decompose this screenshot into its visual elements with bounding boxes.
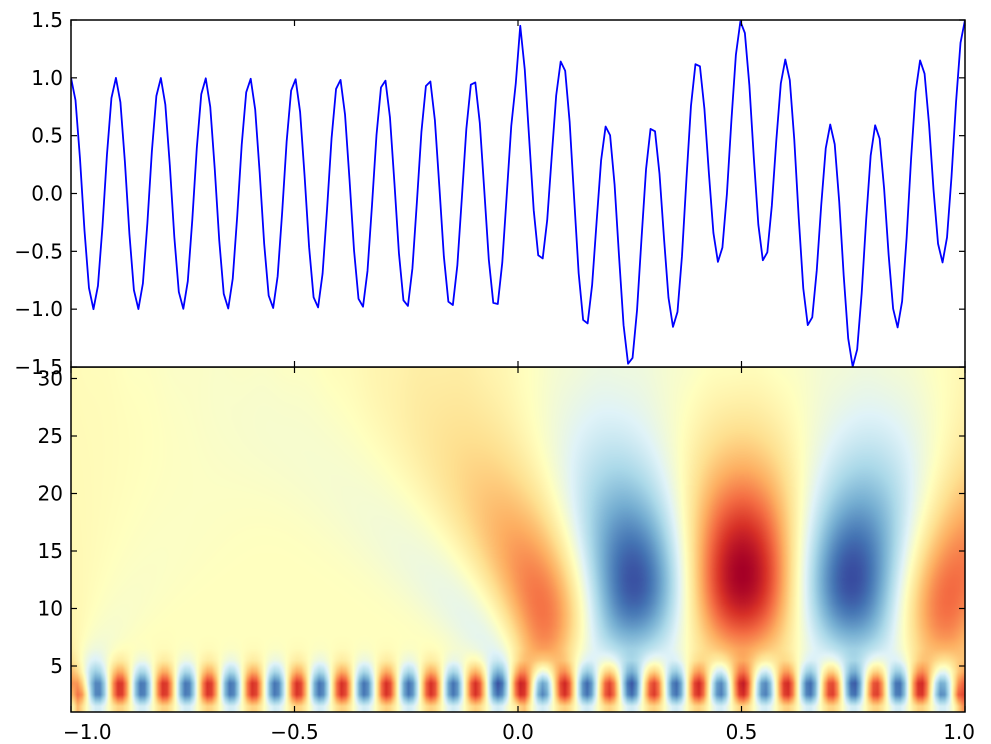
line-ytick-label: 1.5 <box>31 8 63 32</box>
line-ytick-label: −1.5 <box>14 355 63 379</box>
heatmap-xtick-label: 0.0 <box>502 720 534 744</box>
heatmap-xtick-label: 1.0 <box>943 720 975 744</box>
heatmap-ytick-label: 15 <box>38 539 63 563</box>
line-plot-background <box>71 20 965 367</box>
line-ytick-label: 0.0 <box>31 182 63 206</box>
heatmap-ytick-label: 25 <box>38 424 63 448</box>
heatmap-ticks: 30 25 20 15 10 5 −1.0 −0.5 0.0 0.5 1.0 <box>38 367 975 744</box>
heatmap-panel: 30 25 20 15 10 5 −1.0 −0.5 0.0 0.5 1.0 <box>38 366 975 744</box>
heatmap-ytick-label: 20 <box>38 482 63 506</box>
heatmap-xtick-label: −0.5 <box>270 720 319 744</box>
line-ytick-label: 1.0 <box>31 66 63 90</box>
line-panel: 1.5 1.0 0.5 0.0 −0.5 −1.0 −1.5 <box>14 8 966 379</box>
line-ytick-label: 0.5 <box>31 124 63 148</box>
heatmap-ytick-label: 5 <box>50 654 63 678</box>
line-ytick-label: −0.5 <box>14 239 63 263</box>
heatmap-xtick-label: 0.5 <box>726 720 758 744</box>
heatmap-image <box>71 367 965 712</box>
heatmap-ytick-label: 10 <box>38 597 63 621</box>
line-ticks: 1.5 1.0 0.5 0.0 −0.5 −1.0 −1.5 <box>14 8 966 379</box>
signal-line <box>71 20 965 367</box>
heatmap-xtick-label: −1.0 <box>63 720 112 744</box>
line-ytick-label: −1.0 <box>14 297 63 321</box>
heatmap-ytick-label: 30 <box>38 367 63 391</box>
